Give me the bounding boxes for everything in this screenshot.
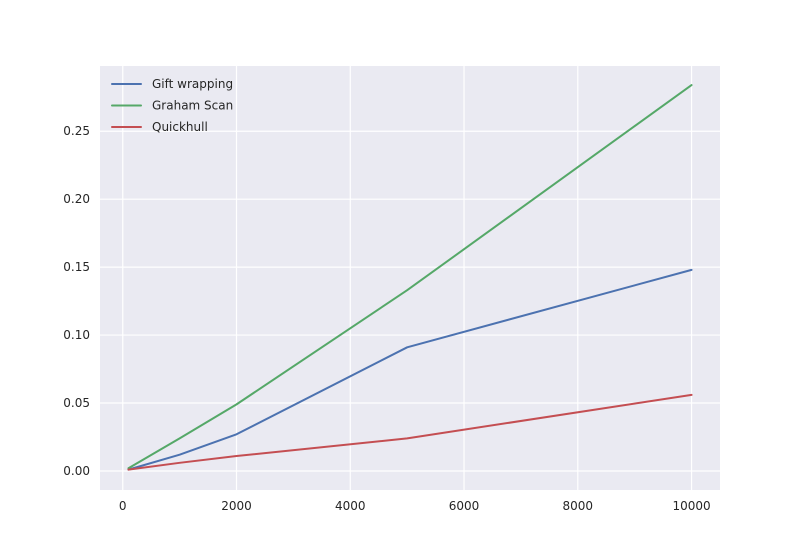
y-tick-label: 0.25 [63,124,90,138]
y-tick-label: 0.10 [63,328,90,342]
legend-label-quickhull: Quickhull [152,120,208,134]
legend-label-graham-scan: Graham Scan [152,99,233,113]
series-line-gift-wrapping [127,268,693,471]
x-tick-label: 8000 [563,499,594,513]
x-tick-label: 0 [119,499,127,513]
series-line-graham-scan [127,84,693,470]
legend-label-gift-wrapping: Gift wrapping [152,77,233,91]
x-tick-label: 2000 [221,499,252,513]
legend: Gift wrapping Graham Scan Quickhull [111,77,233,134]
grid [100,66,720,490]
plot-area [100,66,720,490]
y-tick-label: 0.20 [63,192,90,206]
series-line-quickhull [127,393,693,471]
x-axis-ticks: 0 2000 4000 6000 8000 10000 [119,499,711,513]
y-tick-label: 0.05 [63,396,90,410]
y-tick-label: 0.00 [63,464,90,478]
x-tick-label: 6000 [449,499,480,513]
y-tick-label: 0.15 [63,260,90,274]
x-tick-label: 4000 [335,499,366,513]
y-axis-ticks: 0.00 0.05 0.10 0.15 0.20 0.25 [63,124,90,478]
series-lines [127,84,693,471]
x-tick-label: 10000 [672,499,710,513]
